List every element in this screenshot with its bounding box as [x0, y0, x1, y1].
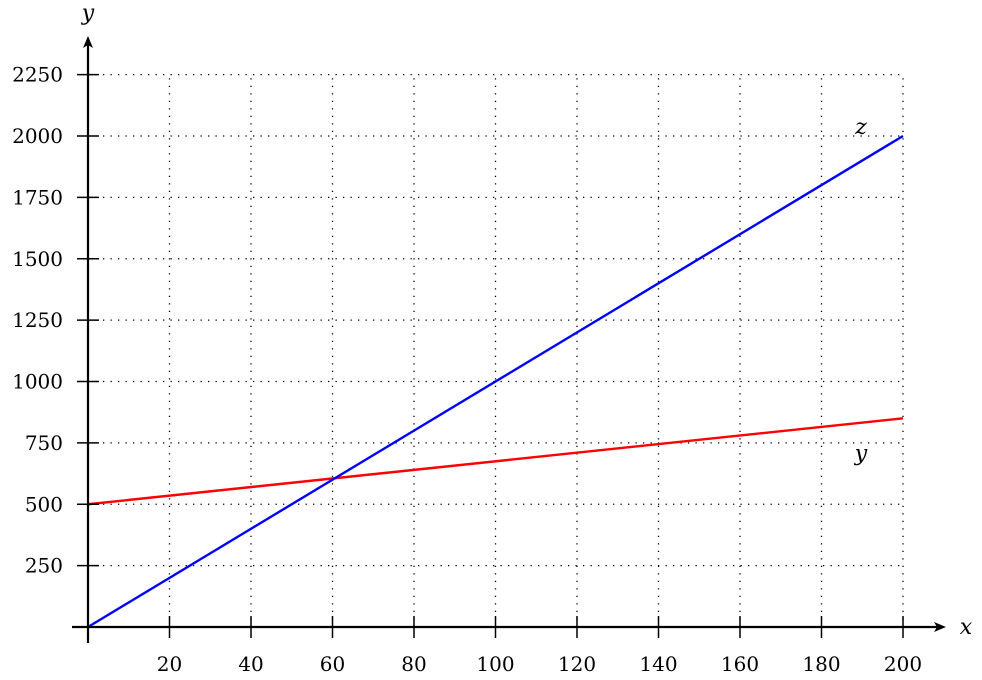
y-tick-label: 500 [25, 492, 63, 516]
y-tick-label: 1500 [12, 247, 63, 271]
x-axis-arrowhead [934, 622, 946, 632]
x-tick-label: 60 [320, 652, 345, 676]
y-tick-label: 1000 [12, 370, 63, 394]
series-label-y: y [854, 441, 868, 466]
y-tick-label: 2250 [12, 63, 63, 87]
y-tick-label: 250 [25, 554, 63, 578]
ticks: 250 500 750 1000 1250 1500 1750 2000 2250 20 40 60 8… [12, 63, 922, 676]
grid [88, 73, 904, 627]
series-lines [87, 134, 904, 629]
y-tick-label: 1750 [12, 185, 63, 209]
axes [72, 36, 946, 643]
x-axis-label: x [960, 615, 973, 640]
series-labels: yz [854, 115, 868, 466]
x-tick-label: 40 [238, 652, 263, 676]
x-tick-label: 200 [884, 652, 922, 676]
x-tick-label: 20 [157, 652, 182, 676]
series-label-z: z [854, 115, 867, 140]
x-tick-label: 160 [721, 652, 759, 676]
x-tick-label: 180 [802, 652, 840, 676]
x-tick-label: 100 [476, 652, 514, 676]
y-axis-label: y [81, 1, 95, 26]
series-line-z [87, 134, 904, 629]
y-tick-label: 750 [25, 431, 63, 455]
series-line-y [87, 417, 904, 506]
x-tick-label: 120 [558, 652, 596, 676]
x-tick-label: 140 [639, 652, 677, 676]
y-tick-label: 1250 [12, 308, 63, 332]
y-axis-arrowhead [83, 36, 93, 48]
y-tick-label: 2000 [12, 124, 63, 148]
x-tick-label: 80 [401, 652, 426, 676]
